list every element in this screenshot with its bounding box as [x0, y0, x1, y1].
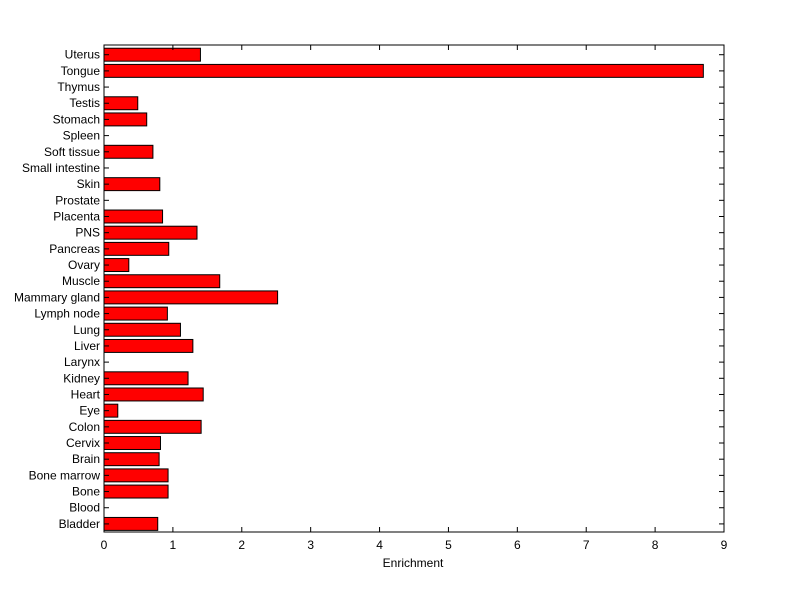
y-tick-label: Stomach	[53, 112, 100, 126]
x-tick-label: 2	[238, 538, 245, 552]
y-axis-ticks: Uterus Tongue Thymus Testis Stomach Spleen Sof…	[14, 48, 724, 531]
bar	[103, 419, 202, 434]
bar	[103, 468, 169, 483]
x-tick-label: 7	[583, 538, 590, 552]
y-tick-label: Mammary gland	[14, 290, 100, 304]
y-tick-label: Bone	[72, 485, 100, 499]
bar	[103, 241, 170, 256]
bar	[103, 63, 704, 78]
y-tick-label: Brain	[72, 452, 100, 466]
y-tick-label: Bladder	[59, 517, 100, 531]
bar	[103, 371, 189, 386]
x-tick-label: 0	[101, 538, 108, 552]
y-tick-label: Thymus	[57, 80, 100, 94]
y-tick-label: Small intestine	[22, 161, 100, 175]
bar	[103, 452, 160, 467]
y-tick-label: Spleen	[63, 129, 100, 143]
y-tick-label: Placenta	[53, 210, 100, 224]
plot-frame	[103, 44, 725, 533]
bar	[103, 225, 198, 240]
y-tick-label: Prostate	[55, 193, 100, 207]
bar	[103, 47, 201, 62]
y-tick-label: Soft tissue	[44, 145, 100, 159]
bar	[103, 96, 139, 111]
bar	[103, 387, 204, 402]
plot-area	[104, 45, 724, 532]
x-tick-label: 8	[652, 538, 659, 552]
bar	[103, 484, 169, 499]
y-tick-label: Lung	[73, 323, 100, 337]
x-axis-title: Enrichment	[383, 556, 444, 570]
bar	[103, 436, 161, 450]
x-tick-label: 3	[307, 538, 314, 552]
bar	[103, 144, 154, 159]
y-tick-label: Skin	[77, 177, 100, 191]
y-tick-label: Muscle	[62, 274, 100, 288]
bar	[103, 274, 221, 289]
bar	[103, 338, 194, 353]
bar	[103, 209, 164, 224]
y-tick-label: Ovary	[68, 258, 100, 272]
y-tick-label: Colon	[69, 420, 100, 434]
x-tick-label: 1	[170, 538, 177, 552]
y-tick-label: Eye	[79, 404, 100, 418]
y-tick-label: Blood	[69, 501, 100, 515]
x-tick-label: 5	[445, 538, 452, 552]
bar	[103, 112, 148, 127]
y-tick-label: Tongue	[61, 64, 101, 78]
x-tick-label: 9	[721, 538, 728, 552]
x-tick-label: 4	[376, 538, 383, 552]
y-tick-label: Cervix	[66, 436, 100, 450]
y-tick-label: Uterus	[65, 48, 100, 62]
bar	[103, 290, 279, 305]
y-tick-label: Kidney	[63, 371, 100, 385]
y-tick-label: Bone marrow	[29, 468, 101, 482]
bar	[103, 516, 159, 531]
y-tick-label: Lymph node	[34, 307, 100, 321]
y-tick-label: PNS	[75, 226, 100, 240]
x-tick-label: 6	[514, 538, 521, 552]
y-tick-label: Pancreas	[49, 242, 100, 256]
y-tick-label: Liver	[74, 339, 100, 353]
y-tick-label: Testis	[69, 96, 100, 110]
bar	[103, 306, 168, 321]
bar	[103, 177, 161, 192]
y-tick-label: Larynx	[64, 355, 100, 369]
y-tick-label: Heart	[71, 387, 101, 401]
bar	[103, 322, 181, 337]
